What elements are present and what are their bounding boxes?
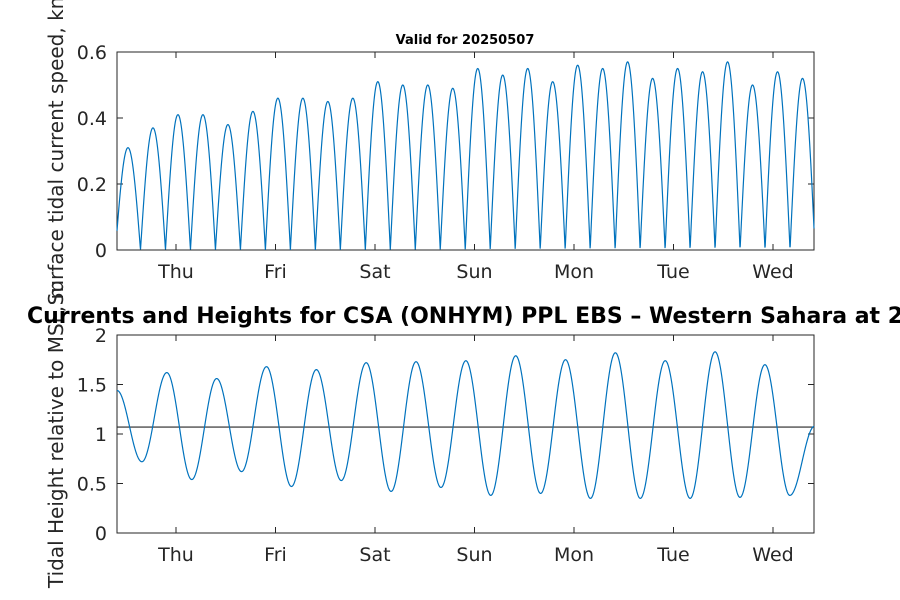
y-tick-label: 2: [95, 325, 107, 347]
y-tick-label: 0.4: [77, 108, 107, 130]
x-tick-label: Sat: [359, 261, 390, 283]
x-tick-label: Mon: [554, 544, 594, 566]
top-chart-title: Valid for 20250507: [396, 33, 535, 48]
bottom-y-axis-label: Tidal Height relative to MSL, m: [44, 280, 68, 589]
y-tick-label: 1: [95, 424, 107, 446]
x-tick-label: Tue: [656, 261, 689, 283]
main-chart-title: Currents and Heights for CSA (ONHYM) PPL…: [27, 304, 900, 329]
x-tick-label: Tue: [656, 544, 689, 566]
x-tick-label: Fri: [264, 544, 287, 566]
y-tick-label: 0.5: [77, 474, 107, 496]
x-tick-label: Wed: [752, 261, 793, 283]
x-tick-label: Fri: [264, 261, 287, 283]
top-plot-area: [116, 51, 815, 251]
tidal-height-panel: 0 0.5 1 1.5 2 Thu Fri Sat Sun Mon Tue Wed: [77, 325, 815, 566]
x-tick-label: Sat: [359, 544, 390, 566]
y-tick-label: 0.2: [77, 174, 107, 196]
x-tick-label: Wed: [752, 544, 793, 566]
x-tick-label: Thu: [157, 261, 194, 283]
tidal-height-series: [116, 351, 815, 499]
y-tick-label: 0: [95, 240, 107, 262]
current-speed-panel: Valid for 20250507 0 0.2 0.4 0.6 Thu Fri Sat S…: [77, 33, 815, 283]
x-tick-label: Sun: [456, 261, 492, 283]
y-tick-label: 0: [95, 523, 107, 545]
y-tick-label: 0.6: [77, 42, 107, 64]
top-y-axis-label: Surface tidal current speed, kn: [44, 0, 68, 305]
x-tick-label: Sun: [456, 544, 492, 566]
current-speed-series: [116, 61, 815, 250]
bottom-plot-area: [116, 334, 815, 534]
y-tick-label: 1.5: [77, 375, 107, 397]
x-tick-label: Thu: [157, 544, 194, 566]
x-tick-label: Mon: [554, 261, 594, 283]
